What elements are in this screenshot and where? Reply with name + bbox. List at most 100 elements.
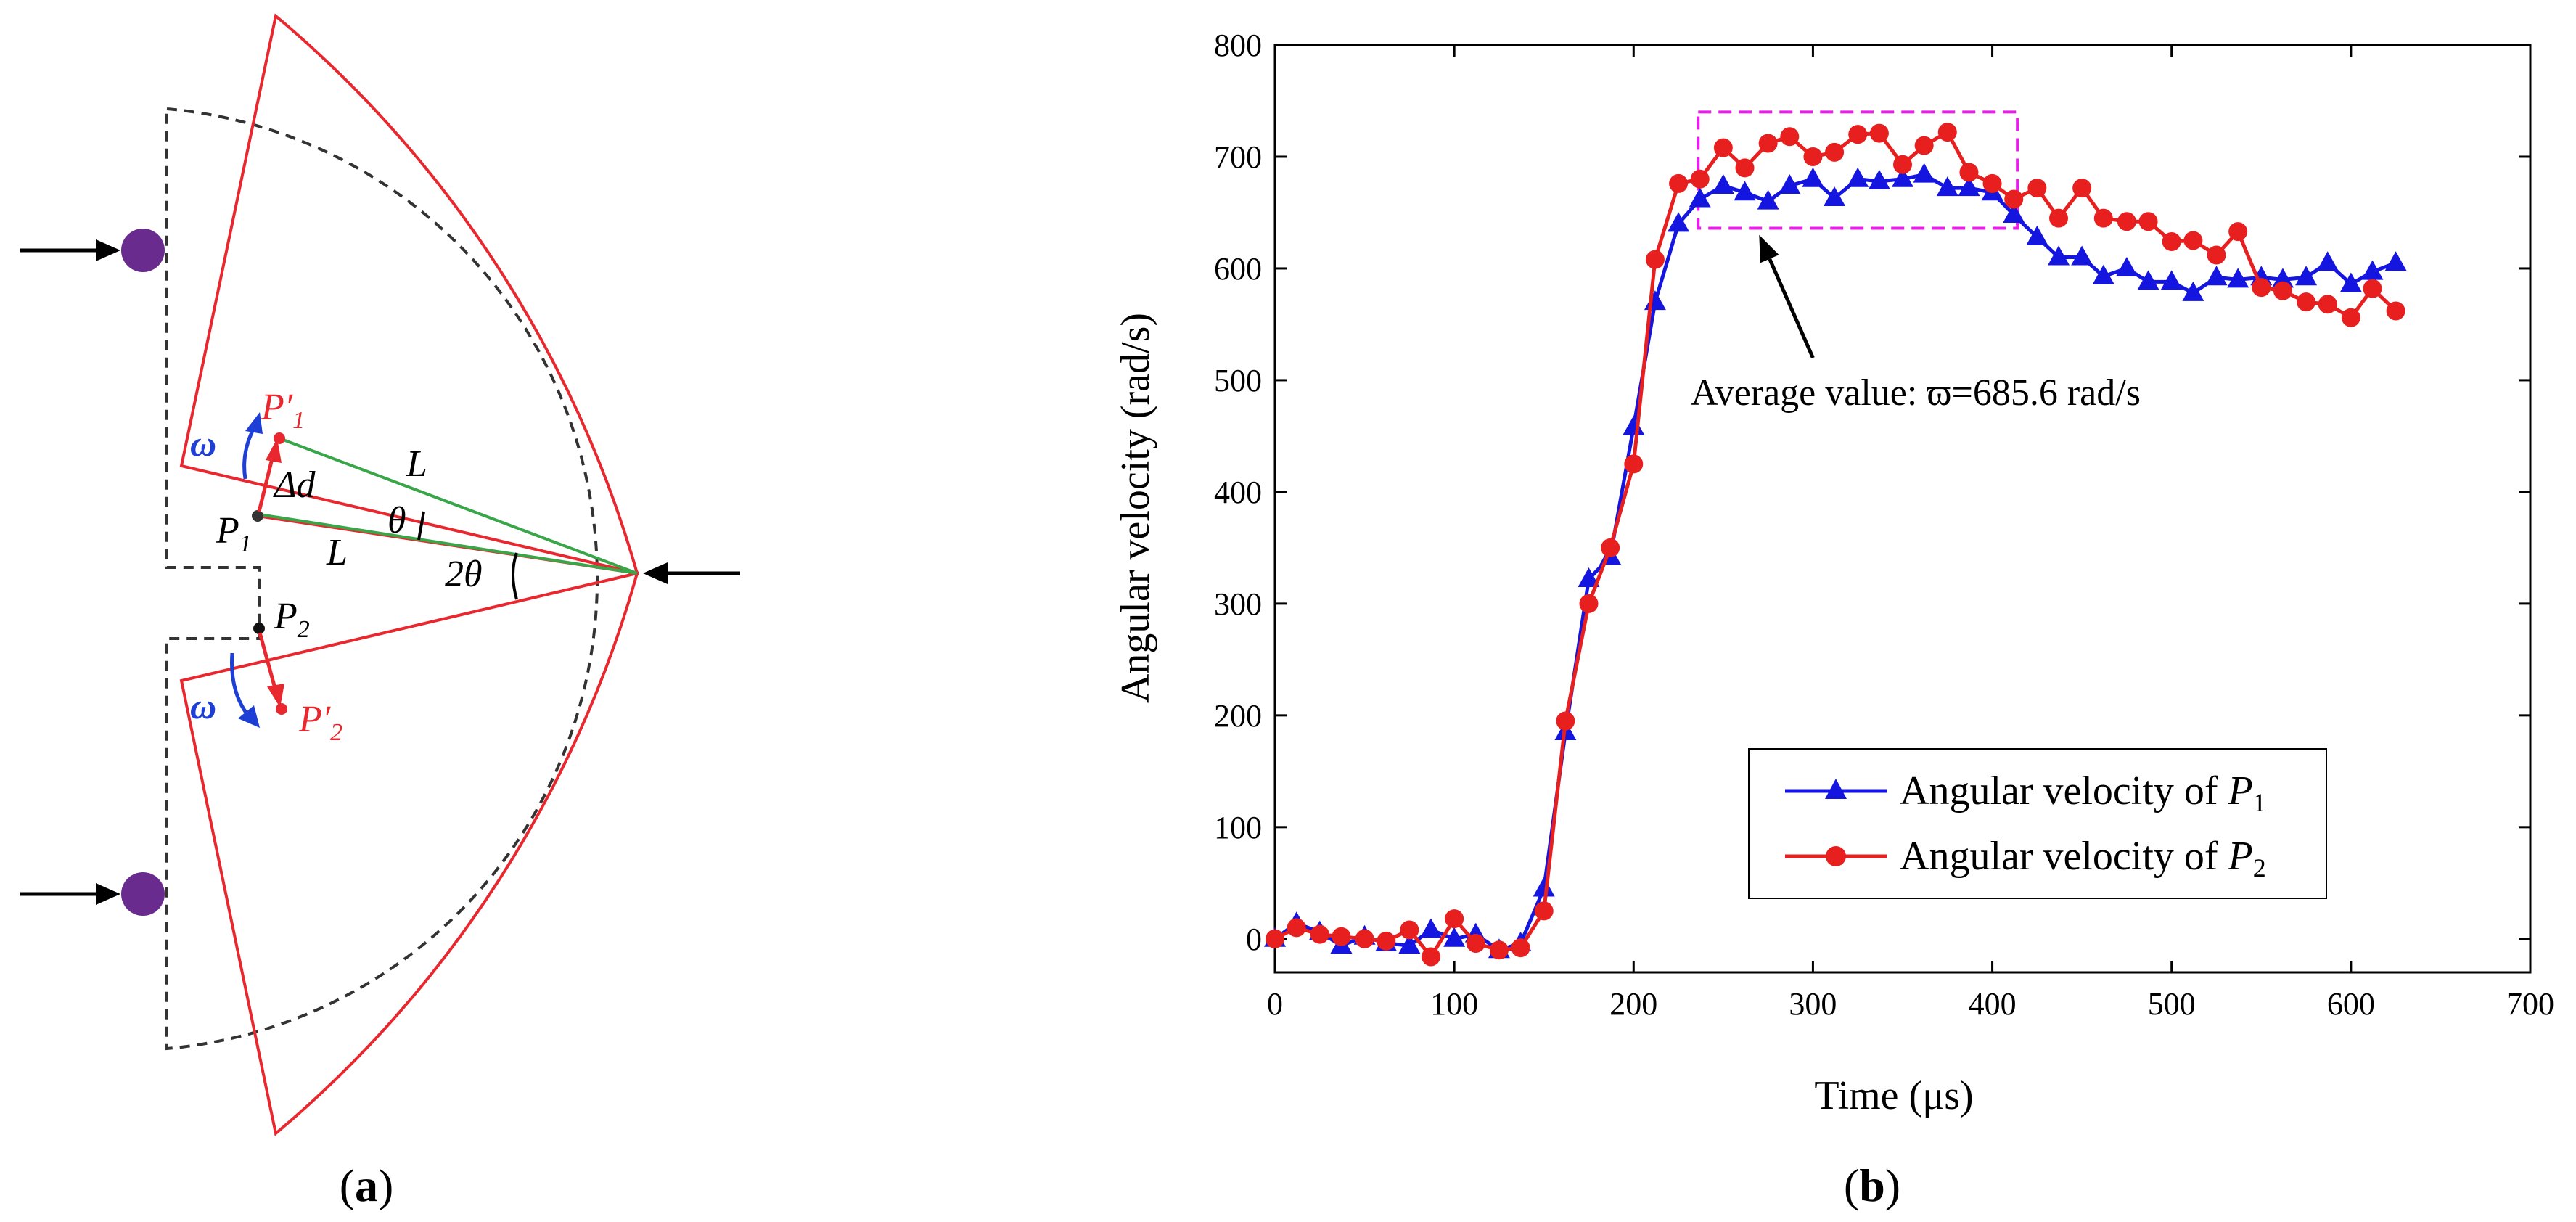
ball-upper <box>121 229 165 272</box>
series-2-point <box>1893 155 1912 174</box>
series-1-point <box>1868 169 1890 189</box>
x-axis-label: Time (μs) <box>1814 1073 1973 1118</box>
series-2-point <box>1914 136 1934 155</box>
series-1-point <box>2205 266 2228 286</box>
series-2-point <box>1355 929 1374 948</box>
series-2-point <box>1489 940 1509 960</box>
ball-lower <box>121 872 165 916</box>
black-arrow-upper-head <box>96 239 120 261</box>
series-1-point <box>1892 167 1913 187</box>
series-2-point <box>1332 927 1351 946</box>
omega-arrow-lower-head <box>238 705 260 728</box>
series-1-point <box>2026 225 2048 245</box>
y-ticks: 0 100 200 300 400 500 600 700 800 <box>1214 28 2530 957</box>
theta-arc <box>417 511 425 541</box>
series-1-point <box>1533 877 1555 897</box>
black-arrow-right-head <box>643 562 668 584</box>
x-tick-label: 200 <box>1609 986 1657 1022</box>
series-2-point <box>1511 938 1530 958</box>
arrow-p2-displacement <box>258 632 278 692</box>
y-axis-label: Angular velocity (rad/s) <box>1113 313 1158 703</box>
series-2-point <box>1713 138 1733 157</box>
label-p1: P1 <box>216 510 252 557</box>
series-2-point <box>1848 125 1868 144</box>
panel-b-chart: 0 100 200 300 400 500 600 700 0 100 200 300 400 500 6… <box>1113 28 2554 1211</box>
lower-sector <box>179 571 639 1136</box>
green-line-upper <box>279 437 638 575</box>
x-tick-label: 400 <box>1969 986 2017 1022</box>
series-2-point <box>1556 711 1575 731</box>
series-1-point <box>2092 264 2114 284</box>
series-1-point <box>2160 270 2183 290</box>
series-1-point <box>1734 181 1756 201</box>
series-1-point <box>2361 260 2384 280</box>
series-1-point <box>2182 281 2204 301</box>
series-2-point <box>1959 163 1979 182</box>
label-length-lower: L <box>326 532 348 573</box>
series-1-point <box>2339 272 2362 292</box>
series-2-point <box>1579 594 1599 613</box>
series-1-point <box>2071 245 2093 266</box>
series-2-point <box>1803 147 1823 166</box>
series-2-point <box>1758 134 1778 153</box>
label-p2-prime: P′2 <box>298 699 342 746</box>
omega-arrow-upper-head <box>245 412 263 434</box>
x-ticks: 0 100 200 300 400 500 600 700 <box>1267 45 2554 1022</box>
series-2-point <box>2297 292 2316 312</box>
omega-arrow-upper <box>242 424 258 480</box>
series-2-point <box>1377 931 1396 951</box>
upper-sector <box>179 13 639 575</box>
caption-a: (a) <box>340 1160 394 1211</box>
series-1-point <box>2227 268 2249 288</box>
series-1-point <box>1420 918 1443 938</box>
y-tick-label: 100 <box>1214 810 1262 845</box>
y-tick-label: 400 <box>1214 475 1262 510</box>
series-1-point <box>1757 189 1779 210</box>
series-2-point <box>1645 250 1665 269</box>
x-tick-label: 300 <box>1789 986 1837 1022</box>
series-2-point <box>1982 173 2002 193</box>
y-tick-label: 600 <box>1214 251 1262 287</box>
series-1-point <box>2295 266 2318 286</box>
series-2-point <box>1445 909 1464 929</box>
series-2-point <box>2318 295 2337 314</box>
omega-label-upper: ω <box>190 423 216 464</box>
label-length-upper: L <box>406 443 427 485</box>
y-tick-label: 200 <box>1214 698 1262 734</box>
series-1-point <box>1779 174 1801 194</box>
label-two-theta: 2θ <box>445 554 483 595</box>
series-2-point <box>1780 127 1800 147</box>
series-2-point <box>1669 173 1689 193</box>
series-2-point <box>2004 189 2024 209</box>
omega-arrow-lower <box>230 652 252 720</box>
series-1-point <box>2384 251 2407 271</box>
series-2-point <box>2341 308 2360 327</box>
x-tick-label: 500 <box>2148 986 2196 1022</box>
series-1-point <box>1443 927 1466 947</box>
series-2-point <box>2162 231 2181 251</box>
series-1-point <box>2115 256 2138 276</box>
series-1-point <box>1936 176 1958 197</box>
green-line-lower <box>259 513 638 575</box>
series-2-point <box>2363 279 2382 298</box>
label-theta: θ <box>387 500 406 541</box>
series-1-point <box>1578 567 1600 588</box>
annotation-arrow <box>1768 258 1815 359</box>
series-2-point <box>2117 212 2136 231</box>
dashed-boundary <box>165 107 599 1051</box>
legend-label-p1: Angular velocity of P1 <box>1900 768 2266 817</box>
series-2-point <box>1287 918 1306 938</box>
two-theta-arc <box>512 552 518 600</box>
legend-marker-p2 <box>1826 846 1846 866</box>
series-2-point <box>1310 924 1329 944</box>
series-1-point <box>1824 186 1846 206</box>
arrow-p2-head <box>267 684 284 708</box>
series-2-point <box>2049 208 2069 228</box>
series-layer <box>1264 123 2407 967</box>
series-1-point <box>2048 245 2070 266</box>
series-2-point <box>2386 301 2405 321</box>
series-2-point <box>1869 123 1889 143</box>
series-1-point <box>2316 251 2339 271</box>
series-2-point <box>2138 212 2158 231</box>
